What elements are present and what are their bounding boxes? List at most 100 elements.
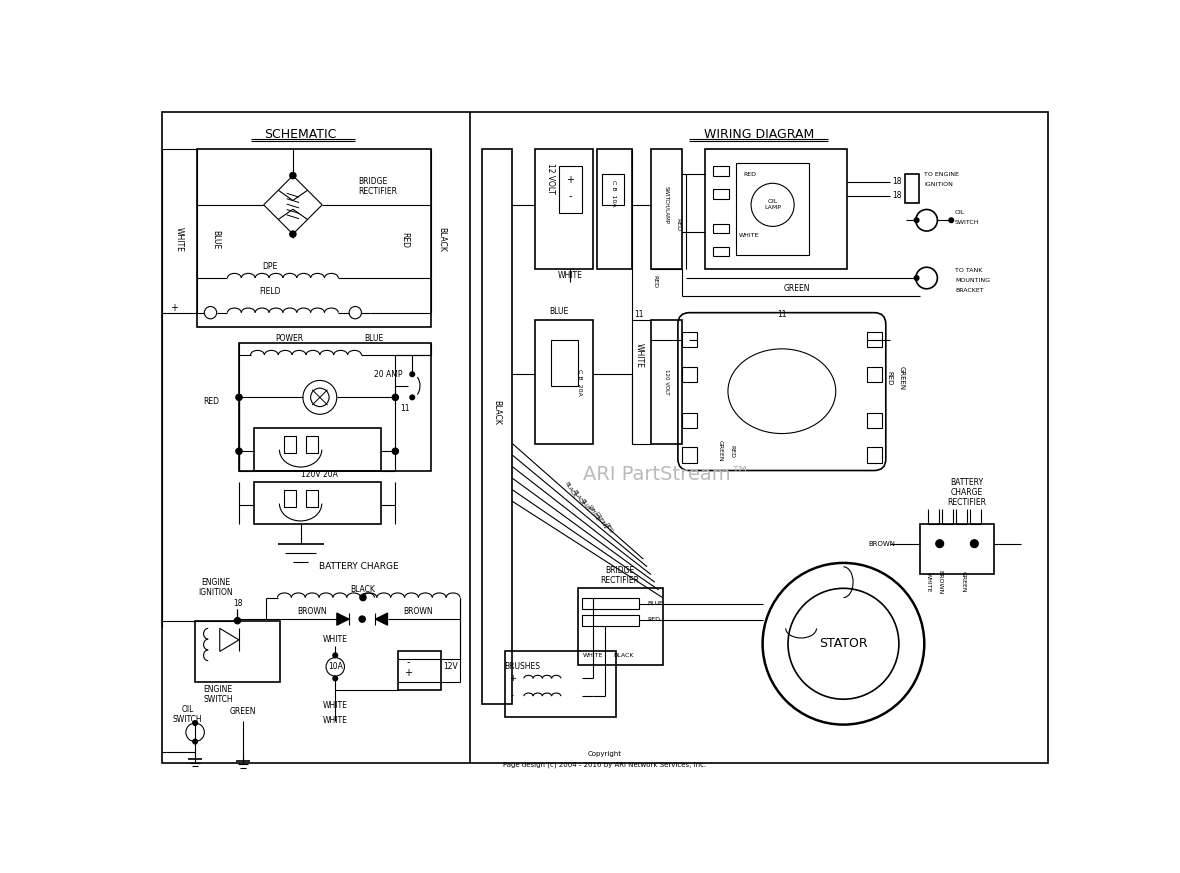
Bar	[536, 149, 594, 269]
Bar	[682, 413, 697, 428]
Text: WHITE: WHITE	[635, 342, 644, 368]
Text: +: +	[170, 303, 177, 313]
Bar	[536, 320, 594, 443]
Bar	[481, 149, 512, 704]
Text: BLACK: BLACK	[571, 489, 584, 506]
Text: RED: RED	[886, 371, 892, 385]
Text: RED: RED	[647, 616, 660, 622]
Text: FIELD: FIELD	[260, 287, 281, 296]
Text: RED: RED	[653, 275, 657, 288]
Bar	[582, 615, 640, 626]
Text: C B  20A: C B 20A	[577, 368, 582, 395]
Text: WHITE: WHITE	[583, 653, 603, 658]
Text: RECTIFIER: RECTIFIER	[359, 188, 398, 196]
Text: Copyright: Copyright	[588, 751, 622, 757]
Text: RECTIFIER: RECTIFIER	[601, 576, 640, 585]
Text: +: +	[566, 175, 575, 185]
Text: WHITE: WHITE	[323, 716, 348, 725]
Text: -: -	[569, 190, 572, 201]
Polygon shape	[336, 613, 349, 625]
Text: BLUE: BLUE	[211, 230, 221, 249]
Circle shape	[936, 540, 944, 547]
Text: WHITE: WHITE	[323, 701, 348, 710]
Text: WHITE: WHITE	[558, 272, 583, 280]
Circle shape	[392, 448, 399, 454]
Text: WHITE: WHITE	[175, 227, 184, 252]
Bar	[905, 174, 919, 203]
Text: BLUE: BLUE	[549, 306, 569, 316]
Circle shape	[949, 218, 953, 223]
Text: STATOR: STATOR	[819, 637, 867, 650]
Text: ENGINE: ENGINE	[202, 578, 230, 587]
Bar	[597, 149, 631, 269]
Text: BRACKET: BRACKET	[955, 288, 984, 292]
Bar	[255, 428, 381, 471]
Text: DPE: DPE	[262, 262, 277, 271]
Text: TO TANK: TO TANK	[955, 268, 983, 272]
Text: MOUNTING: MOUNTING	[955, 278, 990, 283]
Text: BROWN: BROWN	[297, 607, 327, 616]
Bar	[306, 490, 319, 506]
Text: 12V: 12V	[442, 663, 458, 671]
Circle shape	[235, 617, 241, 623]
Bar	[197, 149, 432, 327]
Text: BLUE: BLUE	[365, 333, 384, 342]
Text: WIRING DIAGRAM: WIRING DIAGRAM	[703, 127, 814, 141]
Bar	[399, 651, 441, 690]
Bar	[866, 332, 881, 347]
Bar	[603, 174, 624, 205]
Text: TO ENGINE: TO ENGINE	[924, 172, 959, 176]
Text: BRIDGE: BRIDGE	[359, 177, 387, 186]
Circle shape	[290, 231, 296, 237]
Circle shape	[333, 676, 337, 681]
Text: ENGINE: ENGINE	[204, 685, 232, 694]
Text: 120V 20A: 120V 20A	[301, 470, 339, 479]
Text: BROWN: BROWN	[937, 570, 942, 595]
Text: RED: RED	[675, 217, 681, 230]
Text: RED: RED	[204, 396, 219, 406]
Text: BLUE: BLUE	[579, 498, 591, 512]
Text: 10A: 10A	[328, 663, 342, 671]
Text: SWITCH: SWITCH	[955, 220, 979, 225]
Text: BLACK: BLACK	[492, 401, 502, 425]
Text: BATTERY: BATTERY	[950, 478, 983, 486]
Circle shape	[914, 276, 919, 280]
Text: BLACK: BLACK	[614, 653, 635, 658]
Bar	[240, 343, 432, 471]
Bar	[578, 588, 662, 665]
Bar	[735, 162, 808, 255]
Bar	[306, 436, 319, 453]
Bar	[505, 651, 616, 717]
Text: GREEN: GREEN	[898, 366, 904, 390]
Circle shape	[290, 173, 296, 179]
Text: +: +	[405, 668, 412, 678]
Text: RED: RED	[400, 231, 409, 248]
Polygon shape	[375, 613, 387, 625]
Text: Page design (c) 2004 - 2016 by ARI Network Services, Inc.: Page design (c) 2004 - 2016 by ARI Netwo…	[503, 761, 707, 768]
Bar	[283, 490, 296, 506]
Text: SCHEMATIC: SCHEMATIC	[264, 127, 336, 141]
Text: WHITE: WHITE	[925, 572, 931, 593]
Bar	[866, 447, 881, 463]
Text: OIL: OIL	[182, 705, 194, 714]
Circle shape	[192, 739, 197, 744]
Text: BLACK: BLACK	[350, 586, 375, 595]
Text: -: -	[407, 657, 411, 667]
Bar	[283, 436, 296, 453]
Text: WHITE: WHITE	[323, 636, 348, 644]
Text: BATTERY CHARGE: BATTERY CHARGE	[319, 562, 398, 571]
Text: GREEN: GREEN	[717, 441, 722, 462]
Text: GREEN: GREEN	[594, 511, 608, 530]
Circle shape	[192, 721, 197, 725]
Text: BLACK: BLACK	[437, 227, 446, 252]
Bar	[713, 224, 729, 233]
Text: 11: 11	[778, 311, 787, 320]
Bar	[704, 149, 847, 269]
Text: BRIDGE: BRIDGE	[605, 566, 635, 575]
Circle shape	[236, 395, 242, 401]
Text: OIL: OIL	[955, 210, 965, 215]
Text: RED: RED	[604, 522, 614, 534]
Text: 11: 11	[400, 404, 409, 414]
Text: -: -	[511, 691, 513, 701]
Text: SWITCH: SWITCH	[203, 696, 232, 705]
